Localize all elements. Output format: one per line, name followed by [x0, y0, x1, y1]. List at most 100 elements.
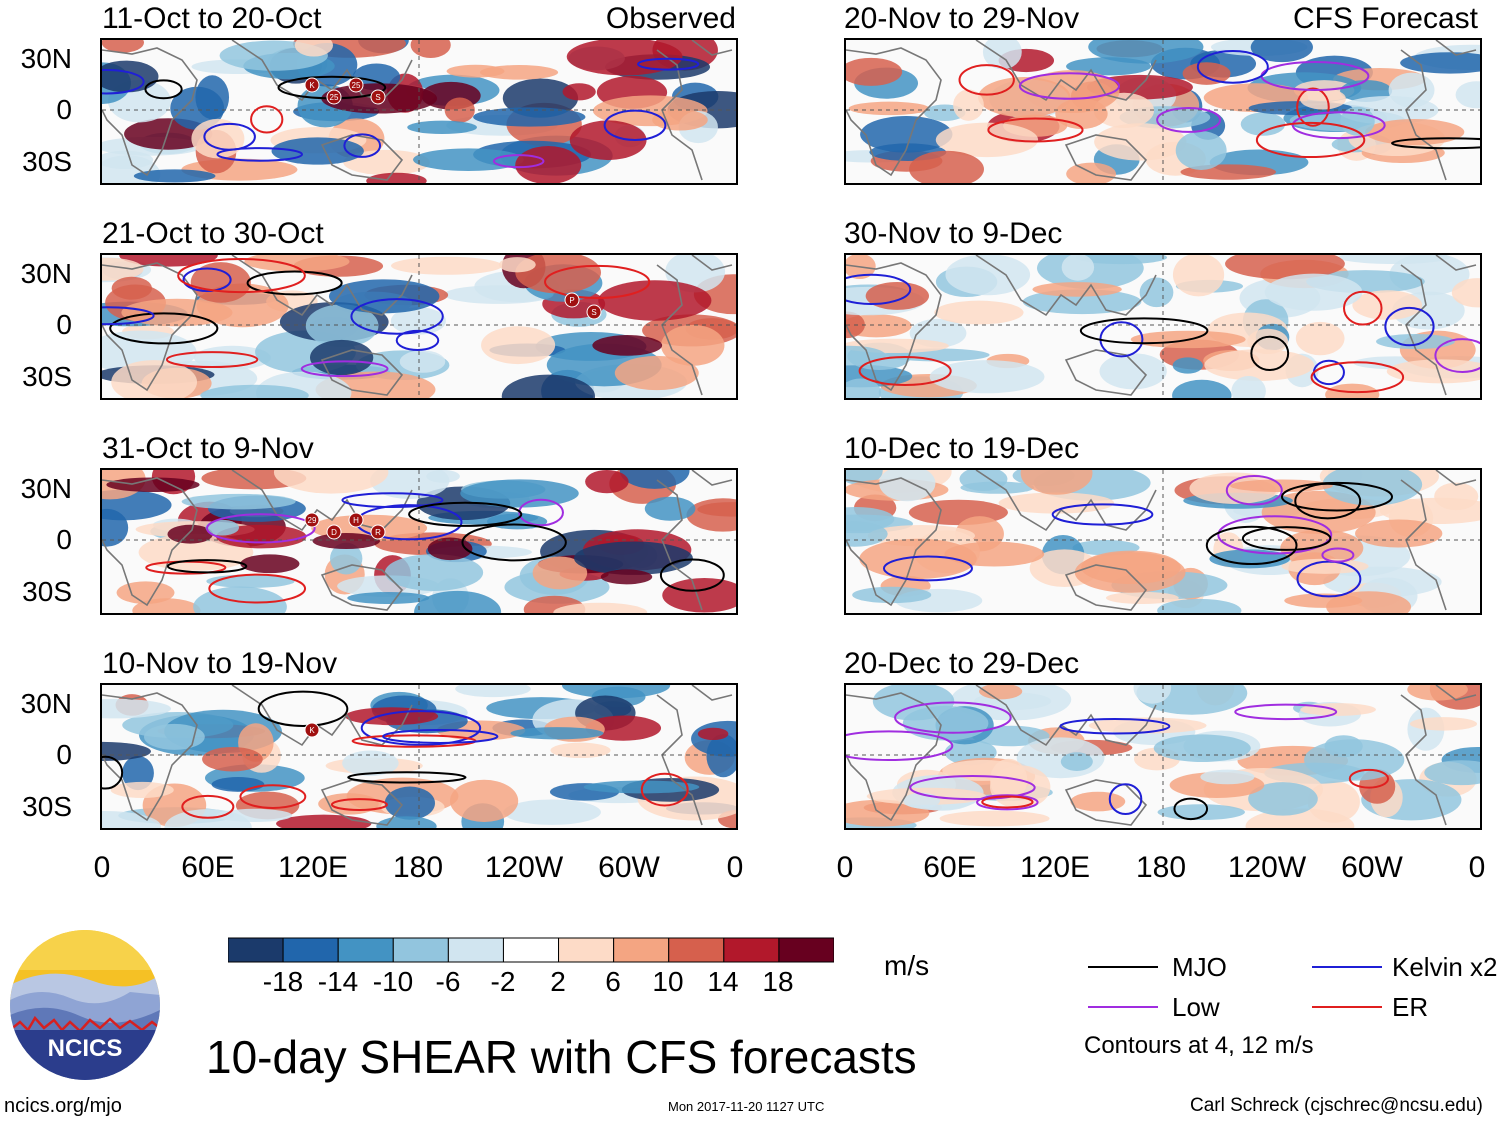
shear-shading	[1248, 782, 1318, 816]
shear-shading	[619, 470, 690, 489]
shear-shading	[122, 755, 154, 791]
shear-shading	[865, 281, 930, 310]
coastline	[975, 40, 1157, 102]
shear-shading	[1172, 255, 1225, 297]
coastline	[846, 47, 942, 177]
shear-shading	[376, 816, 437, 828]
svg-text:K: K	[309, 81, 315, 90]
contour-line	[1280, 481, 1394, 512]
shear-shading	[600, 569, 653, 585]
shear-shading	[1139, 277, 1174, 308]
contour-line	[1310, 361, 1405, 394]
contour-line	[216, 147, 303, 162]
shear-shading	[273, 470, 389, 494]
coastline	[691, 255, 733, 271]
contour-line	[166, 559, 248, 574]
map-panel-forecast-1	[844, 38, 1482, 185]
lat-label-eq: 0	[56, 94, 72, 125]
shear-shading	[959, 470, 1008, 492]
contour-line	[987, 117, 1084, 143]
map-panel-forecast-2	[844, 253, 1482, 400]
coastline	[846, 692, 942, 822]
contour-line	[360, 710, 482, 746]
shear-shading	[473, 107, 586, 127]
contour-line	[1348, 768, 1390, 789]
shear-shading	[1204, 349, 1315, 381]
shear-shading	[330, 542, 363, 575]
shear-shading	[598, 280, 712, 321]
svg-text:R: R	[375, 528, 381, 537]
shear-shading	[1355, 519, 1443, 548]
colorbar-tick: -10	[372, 966, 414, 997]
contour-line	[1241, 526, 1332, 551]
contour-line	[894, 701, 1012, 734]
coastline	[231, 255, 413, 317]
contour-line	[1217, 515, 1333, 555]
shear-shading	[574, 541, 693, 575]
shear-shading	[979, 685, 1023, 700]
contour-line	[239, 784, 307, 809]
shear-shading	[193, 586, 287, 613]
contour-line	[1018, 72, 1121, 100]
shear-shading	[444, 97, 475, 123]
contour-line	[343, 133, 382, 158]
coastline	[1435, 685, 1477, 701]
legend-line-kelvin	[1312, 966, 1382, 968]
coastline	[102, 692, 198, 822]
colorbar-swatch	[558, 937, 615, 963]
shear-shading	[846, 799, 930, 827]
legend-label-er: ER	[1392, 992, 1429, 1022]
shear-shading	[102, 60, 159, 93]
lat-label-30s: 30S	[22, 361, 72, 392]
shear-shading	[344, 707, 439, 726]
contour-line	[492, 154, 545, 169]
shear-shading	[1172, 379, 1232, 398]
map-canvas	[846, 685, 1480, 828]
shear-shading	[455, 685, 531, 698]
contour-line	[395, 329, 440, 351]
colorbar-tick: -2	[490, 966, 516, 997]
coastline	[1435, 255, 1477, 271]
shear-shading	[1434, 482, 1479, 511]
contour-line	[300, 360, 389, 378]
shear-shading	[909, 150, 984, 183]
shear-shading	[1322, 470, 1423, 506]
contour-line	[1296, 87, 1330, 127]
lat-label-eq: 0	[56, 524, 72, 555]
shear-shading	[1386, 359, 1480, 384]
lon-label: 60E	[923, 851, 977, 884]
shear-shading	[585, 715, 662, 741]
contour-line	[109, 312, 219, 345]
contour-line	[246, 270, 343, 296]
contour-line	[846, 730, 954, 762]
shear-shading	[614, 355, 699, 391]
lat-label-30n: 30N	[20, 258, 72, 289]
shear-shading	[1324, 735, 1363, 758]
contour-line	[250, 105, 284, 134]
forecast-label: CFS Forecast	[1292, 2, 1478, 35]
map-canvas: K	[102, 685, 736, 828]
lon-label: 60E	[181, 851, 235, 884]
svg-text:S: S	[375, 93, 380, 102]
shear-shading	[1424, 760, 1480, 786]
contour-line	[858, 355, 952, 386]
svg-text:25: 25	[330, 93, 339, 102]
shear-shading	[978, 77, 1071, 118]
contour-line	[981, 795, 1034, 809]
logo-text: NCICS	[48, 1035, 123, 1062]
shear-shading	[102, 40, 144, 53]
shear-shading	[982, 40, 1022, 70]
shear-shading	[1352, 290, 1423, 320]
shear-shading	[342, 750, 399, 776]
storm-marker: K	[304, 77, 320, 93]
footer-url[interactable]: ncics.org/mjo	[4, 1095, 122, 1117]
shear-shading	[1247, 328, 1289, 355]
contour-line	[544, 264, 651, 299]
shear-shading	[1133, 685, 1172, 704]
coastline	[102, 47, 198, 177]
svg-text:29: 29	[308, 516, 317, 525]
contour-line	[1156, 106, 1222, 133]
storm-marker: H	[348, 512, 364, 528]
coastline	[691, 470, 733, 486]
lon-label: 60W	[598, 851, 660, 884]
